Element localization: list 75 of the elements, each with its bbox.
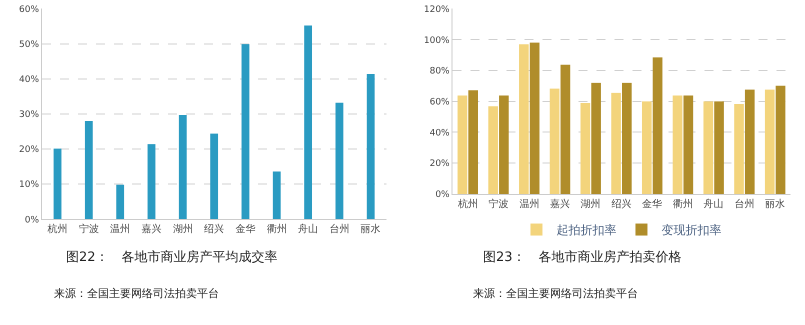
- bar: [611, 92, 621, 194]
- x-tick-label: 金华: [642, 198, 662, 210]
- x-tick-label: 杭州: [456, 198, 478, 210]
- y-tick-label: 40%: [430, 128, 450, 138]
- bar: [468, 90, 478, 194]
- x-tick-label: 丽水: [765, 198, 786, 210]
- bar: [591, 82, 601, 194]
- bar: [672, 95, 682, 194]
- text: 图23： 各地市商业房产拍卖价格: [483, 249, 682, 265]
- y-tick-label: 0%: [24, 215, 40, 226]
- bar: [499, 95, 509, 194]
- bar: [366, 74, 375, 220]
- legend-label: 变现折扣率: [661, 223, 722, 238]
- bar: [148, 144, 156, 220]
- bar: [530, 42, 540, 194]
- bar: [764, 90, 775, 194]
- bar: [458, 95, 468, 194]
- y-tick-label: 40%: [19, 75, 40, 86]
- bar: [744, 90, 755, 194]
- y-tick-label: 20%: [19, 145, 40, 156]
- x-tick-label: 台州: [734, 198, 754, 210]
- bar: [304, 26, 312, 220]
- bar: [714, 101, 724, 194]
- bar: [242, 44, 250, 220]
- x-tick-label: 衢州: [266, 223, 287, 236]
- x-tick-label: 台州: [329, 223, 350, 236]
- bar: [776, 86, 786, 194]
- y-tick-label: 20%: [430, 159, 450, 170]
- x-tick-label: 湖州: [172, 223, 193, 236]
- bar: [642, 101, 652, 194]
- bar: [560, 64, 570, 194]
- bar: [488, 106, 498, 194]
- legend-label: 起拍折扣率: [556, 223, 616, 238]
- bar: [272, 171, 281, 220]
- bar: [550, 88, 560, 194]
- x-tick-label: 嘉兴: [550, 198, 570, 210]
- y-tick-label: 80%: [430, 66, 450, 77]
- x-tick-label: 温州: [519, 198, 540, 210]
- bar: [116, 184, 124, 220]
- y-tick-label: 60%: [430, 97, 450, 108]
- bar: [580, 103, 590, 194]
- bar: [652, 57, 662, 194]
- bar: [210, 134, 218, 220]
- y-tick-label: 60%: [19, 4, 40, 15]
- source-note: 来源：全国主要网络司法拍卖平台: [473, 287, 638, 300]
- bar: [84, 120, 93, 220]
- y-tick-label: 0%: [435, 190, 450, 200]
- bar: [622, 82, 632, 194]
- y-tick-label: 120%: [424, 4, 450, 15]
- bar: [683, 95, 694, 194]
- y-tick-label: 30%: [19, 110, 40, 120]
- x-tick-label: 嘉兴: [141, 223, 162, 236]
- x-tick-label: 衢州: [672, 198, 693, 210]
- source-note: 来源：全国主要网络司法拍卖平台: [54, 287, 219, 300]
- y-tick-label: 50%: [19, 40, 40, 50]
- x-tick-label: 湖州: [580, 198, 601, 210]
- y-tick-label: 10%: [19, 180, 40, 190]
- bar: [703, 101, 714, 194]
- x-tick-label: 宁波: [488, 198, 509, 210]
- x-tick-label: 温州: [110, 223, 130, 236]
- x-tick-label: 丽水: [360, 223, 381, 236]
- x-tick-label: 绍兴: [204, 223, 224, 236]
- bar: [519, 44, 529, 194]
- bar: [178, 114, 187, 220]
- x-tick-label: 舟山: [704, 198, 724, 210]
- bar: [54, 148, 62, 220]
- text: 图22： 各地市商业房产平均成交率: [66, 249, 278, 265]
- bar: [336, 102, 344, 220]
- x-tick-label: 绍兴: [611, 198, 632, 210]
- bar: [734, 104, 744, 194]
- x-tick-label: 金华: [235, 223, 256, 236]
- y-tick-label: 100%: [424, 36, 450, 46]
- x-tick-label: 宁波: [78, 223, 99, 236]
- x-tick-label: 舟山: [298, 223, 318, 236]
- x-tick-label: 杭州: [46, 223, 68, 236]
